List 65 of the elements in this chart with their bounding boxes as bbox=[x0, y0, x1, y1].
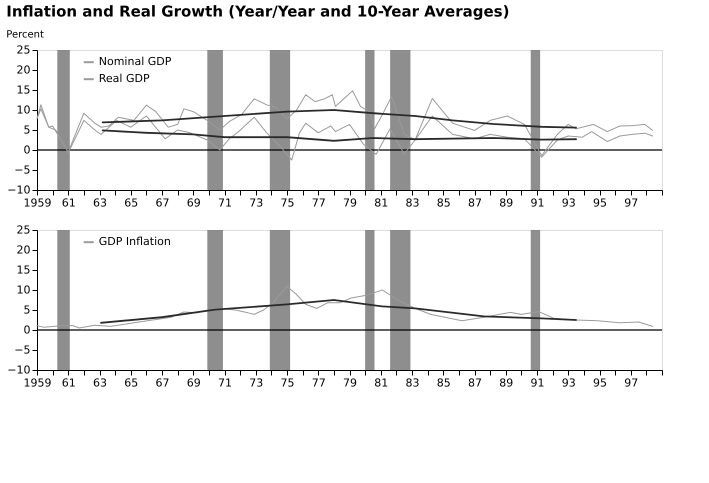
y-tick-label: −10 bbox=[7, 184, 30, 196]
y-tick-label: 25 bbox=[16, 44, 30, 56]
y-tick-label: 0 bbox=[24, 144, 30, 156]
x-tick-label: 79 bbox=[343, 196, 357, 210]
line-series bbox=[100, 299, 577, 324]
x-tick-label: 85 bbox=[436, 376, 451, 390]
x-tick-label: 83 bbox=[406, 376, 420, 390]
legend-label: GDP Inflation bbox=[98, 235, 171, 248]
x-tick-label: 75 bbox=[280, 376, 294, 390]
x-tick-label: 95 bbox=[593, 196, 607, 210]
x-tick-label: 89 bbox=[499, 376, 514, 390]
y-tick-label: 0 bbox=[24, 324, 30, 336]
y-tick-label: 25 bbox=[16, 224, 30, 236]
x-tick-label: 67 bbox=[156, 376, 170, 390]
x-tick-label: 71 bbox=[218, 196, 232, 210]
x-tick-label: 85 bbox=[436, 196, 451, 210]
x-tick-label: 97 bbox=[624, 376, 638, 390]
x-tick-label: 69 bbox=[186, 376, 201, 390]
x-tick-label: 89 bbox=[499, 196, 514, 210]
y-tick-label: 5 bbox=[24, 304, 30, 316]
x-tick-label: 73 bbox=[249, 376, 264, 390]
x-tick-label: 1959 bbox=[24, 196, 52, 210]
x-tick-label: 63 bbox=[93, 196, 107, 210]
x-tick-label: 93 bbox=[562, 376, 576, 390]
x-tick-label: 91 bbox=[530, 196, 544, 210]
x-tick-label: 79 bbox=[343, 376, 357, 390]
y-tick-label: −10 bbox=[7, 364, 30, 376]
x-tick-label: 63 bbox=[93, 376, 107, 390]
x-tick-label: 73 bbox=[249, 196, 264, 210]
y-tick-label: −5 bbox=[14, 344, 30, 356]
y-axis-title: Percent bbox=[6, 30, 44, 40]
y-tick-label: 20 bbox=[16, 244, 30, 256]
x-tick-label: 69 bbox=[186, 196, 201, 210]
x-tick-label: 87 bbox=[468, 196, 482, 210]
legend-label: Nominal GDP bbox=[98, 55, 172, 68]
y-tick-label: 15 bbox=[16, 84, 30, 96]
y-tick-label: 10 bbox=[16, 104, 30, 116]
x-tick-label: 61 bbox=[62, 376, 76, 390]
x-tick-label: 71 bbox=[218, 376, 232, 390]
x-tick-label: 95 bbox=[593, 376, 607, 390]
x-tick-label: 93 bbox=[562, 196, 576, 210]
line-series bbox=[102, 109, 577, 128]
x-tick-label: 97 bbox=[624, 196, 638, 210]
x-tick-label: 67 bbox=[156, 196, 170, 210]
x-tick-label: 77 bbox=[312, 376, 326, 390]
x-tick-label: 65 bbox=[124, 376, 138, 390]
y-tick-label: 20 bbox=[16, 64, 30, 76]
x-tick-label: 61 bbox=[62, 196, 76, 210]
x-tick-label: 77 bbox=[312, 196, 326, 210]
y-tick-label: 5 bbox=[24, 124, 30, 136]
x-tick-label: 81 bbox=[374, 196, 388, 210]
x-tick-label: 87 bbox=[468, 376, 482, 390]
legend-label: Real GDP bbox=[98, 72, 150, 86]
y-tick-label: −5 bbox=[14, 164, 30, 176]
line-series bbox=[36, 286, 654, 328]
x-tick-label: 65 bbox=[124, 196, 138, 210]
x-tick-label: 75 bbox=[280, 196, 294, 210]
chart-title: Inflation and Real Growth (Year/Year and 10-Year Averages) bbox=[6, 2, 510, 20]
x-tick-label: 1959 bbox=[24, 376, 52, 390]
y-tick-label: 15 bbox=[16, 264, 30, 276]
x-tick-label: 83 bbox=[406, 196, 420, 210]
line-series bbox=[102, 130, 577, 142]
x-tick-label: 81 bbox=[374, 376, 388, 390]
x-tick-label: 91 bbox=[530, 376, 544, 390]
y-tick-label: 10 bbox=[16, 284, 30, 296]
